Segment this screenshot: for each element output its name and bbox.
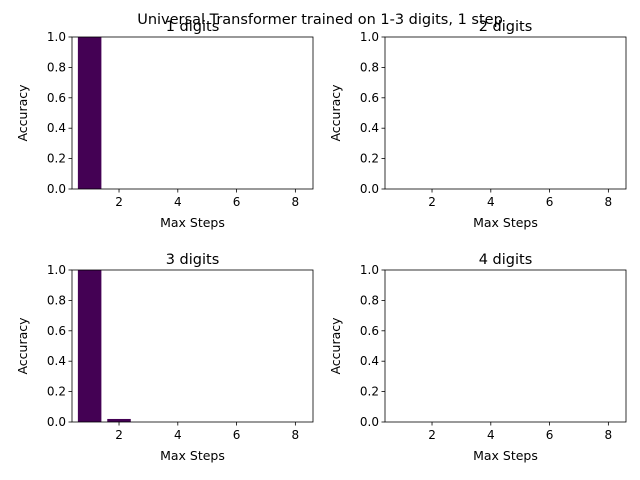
y-tick-label: 0.2 — [47, 385, 66, 399]
axes-frame — [384, 36, 627, 190]
x-tick-label: 2 — [115, 195, 123, 209]
y-axis-label: Accuracy — [15, 84, 30, 142]
bar — [77, 270, 102, 422]
axes-frame — [71, 269, 314, 423]
y-tick-label: 0.2 — [47, 152, 66, 166]
y-tick-label: 0.2 — [360, 385, 379, 399]
x-tick-label: 4 — [487, 195, 495, 209]
figure-suptitle: Universal Transformer trained on 1-3 dig… — [137, 12, 503, 28]
subplot-title: 1 digits — [166, 19, 220, 35]
y-tick-label: 0.4 — [47, 354, 66, 368]
x-axis-label: Max Steps — [473, 448, 538, 463]
y-tick-label: 1.0 — [360, 30, 379, 44]
x-tick-label: 6 — [233, 428, 241, 442]
y-tick-label: 0.8 — [47, 60, 66, 74]
y-tick-label: 0.0 — [47, 415, 66, 429]
x-tick-label: 8 — [605, 195, 613, 209]
x-tick-label: 8 — [292, 428, 300, 442]
x-axis-label: Max Steps — [160, 215, 225, 230]
bar — [107, 418, 131, 422]
subplot-4: 0.0 0.2 0.4 0.6 0.8 1.0 2 4 6 8 4 digits Max Steps A… — [328, 252, 627, 463]
y-tick-label: 0.6 — [360, 91, 379, 105]
subplot-1: 0.0 0.2 0.4 0.6 0.8 1.0 2 4 6 8 1 digits Max Steps A… — [15, 19, 314, 230]
y-tick-label: 0.2 — [360, 152, 379, 166]
x-tick-label: 2 — [428, 195, 436, 209]
axes-frame — [384, 269, 627, 423]
y-tick-label: 0.4 — [360, 121, 379, 135]
subplot-title: 3 digits — [166, 252, 220, 268]
y-tick-label: 0.0 — [360, 182, 379, 196]
subplot-3: 0.0 0.2 0.4 0.6 0.8 1.0 2 4 6 8 3 digits Max Steps A… — [15, 252, 314, 463]
x-tick-label: 8 — [292, 195, 300, 209]
y-tick-label: 0.8 — [360, 60, 379, 74]
y-axis-label: Accuracy — [15, 317, 30, 375]
y-axis-label: Accuracy — [328, 317, 343, 375]
y-tick-label: 0.6 — [47, 324, 66, 338]
x-axis-label: Max Steps — [473, 215, 538, 230]
subplot-2: 0.0 0.2 0.4 0.6 0.8 1.0 2 4 6 8 2 digits Max Steps A… — [328, 19, 627, 230]
y-tick-label: 0.8 — [47, 293, 66, 307]
axes-frame — [71, 36, 314, 190]
y-axis-label: Accuracy — [328, 84, 343, 142]
y-tick-label: 0.4 — [360, 354, 379, 368]
x-tick-label: 2 — [428, 428, 436, 442]
bar — [77, 37, 102, 189]
y-tick-label: 1.0 — [47, 263, 66, 277]
y-tick-label: 0.6 — [360, 324, 379, 338]
y-tick-label: 0.6 — [47, 91, 66, 105]
subplot-title: 4 digits — [479, 252, 533, 268]
x-tick-label: 6 — [233, 195, 241, 209]
x-tick-label: 4 — [174, 195, 182, 209]
y-tick-label: 0.4 — [47, 121, 66, 135]
subplot-title: 2 digits — [479, 19, 533, 35]
y-tick-label: 1.0 — [47, 30, 66, 44]
x-axis-label: Max Steps — [160, 448, 225, 463]
x-tick-label: 8 — [605, 428, 613, 442]
y-tick-label: 0.0 — [360, 415, 379, 429]
y-tick-label: 0.8 — [360, 293, 379, 307]
x-tick-label: 2 — [115, 428, 123, 442]
y-tick-label: 1.0 — [360, 263, 379, 277]
x-tick-label: 4 — [487, 428, 495, 442]
x-tick-label: 4 — [174, 428, 182, 442]
x-tick-label: 6 — [546, 195, 554, 209]
x-tick-label: 6 — [546, 428, 554, 442]
y-tick-label: 0.0 — [47, 182, 66, 196]
